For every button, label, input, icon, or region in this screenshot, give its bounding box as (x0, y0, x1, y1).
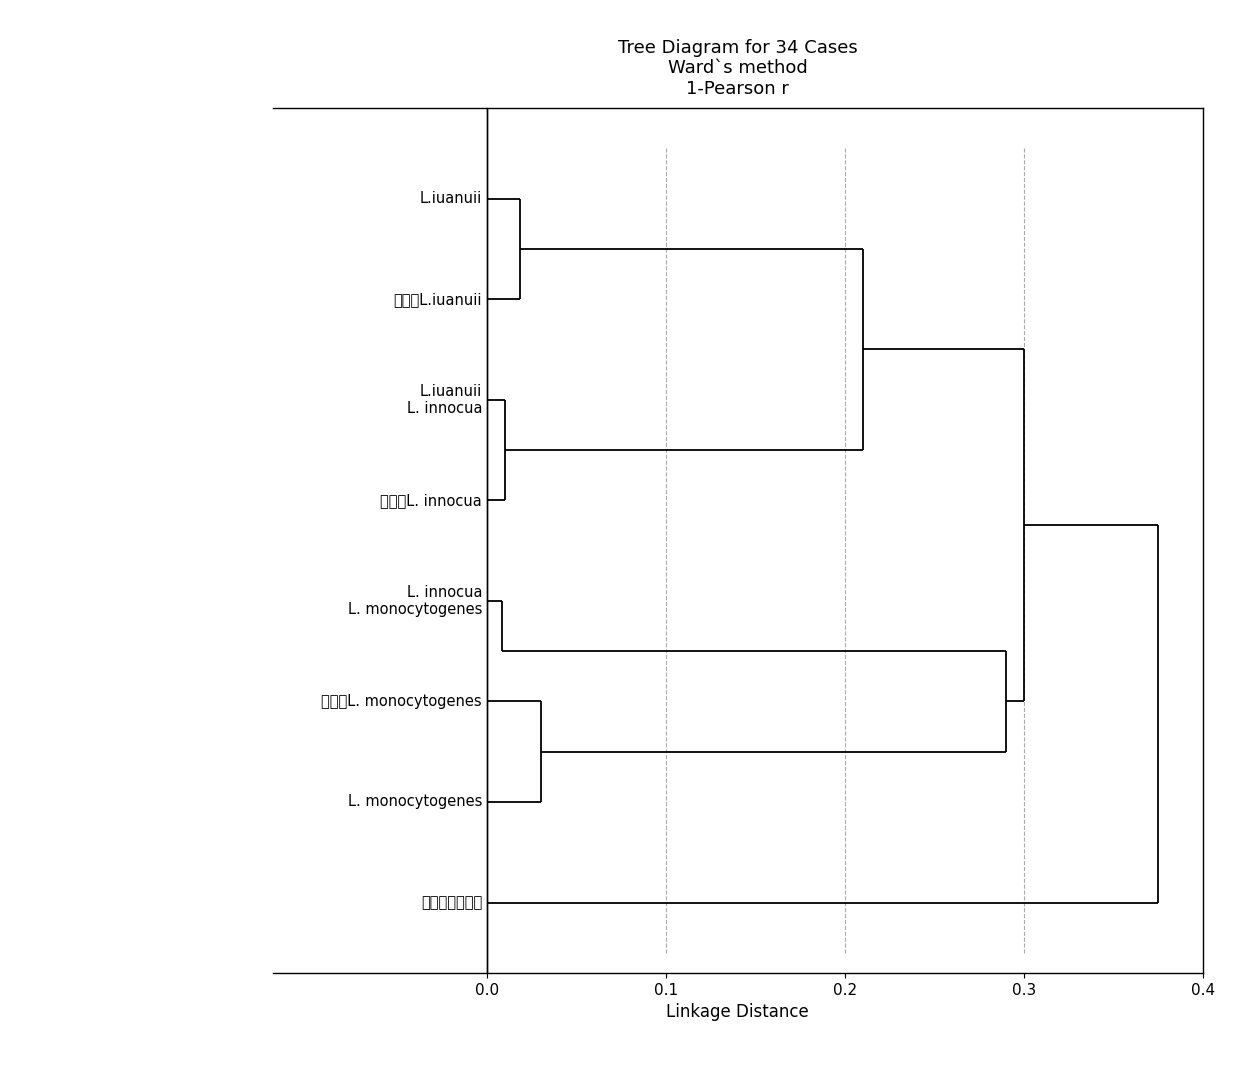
Text: L. monocytogenes: L. monocytogenes (347, 795, 482, 810)
Text: 样品中L.iuanuii: 样品中L.iuanuii (393, 292, 482, 307)
Text: 样品中非可疑菌: 样品中非可疑菌 (420, 895, 482, 910)
X-axis label: Linkage Distance: Linkage Distance (666, 1003, 810, 1022)
Text: 样品中L. monocytogenes: 样品中L. monocytogenes (321, 694, 482, 709)
Text: L.iuanuii
L. innocua: L.iuanuii L. innocua (407, 384, 482, 416)
Text: 样品中L. innocua: 样品中L. innocua (381, 493, 482, 508)
Text: L.iuanuii: L.iuanuii (420, 191, 482, 206)
Text: L. innocua
L. monocytogenes: L. innocua L. monocytogenes (347, 585, 482, 617)
Title: Tree Diagram for 34 Cases
Ward`s method
1-Pearson r: Tree Diagram for 34 Cases Ward`s method … (618, 39, 858, 98)
